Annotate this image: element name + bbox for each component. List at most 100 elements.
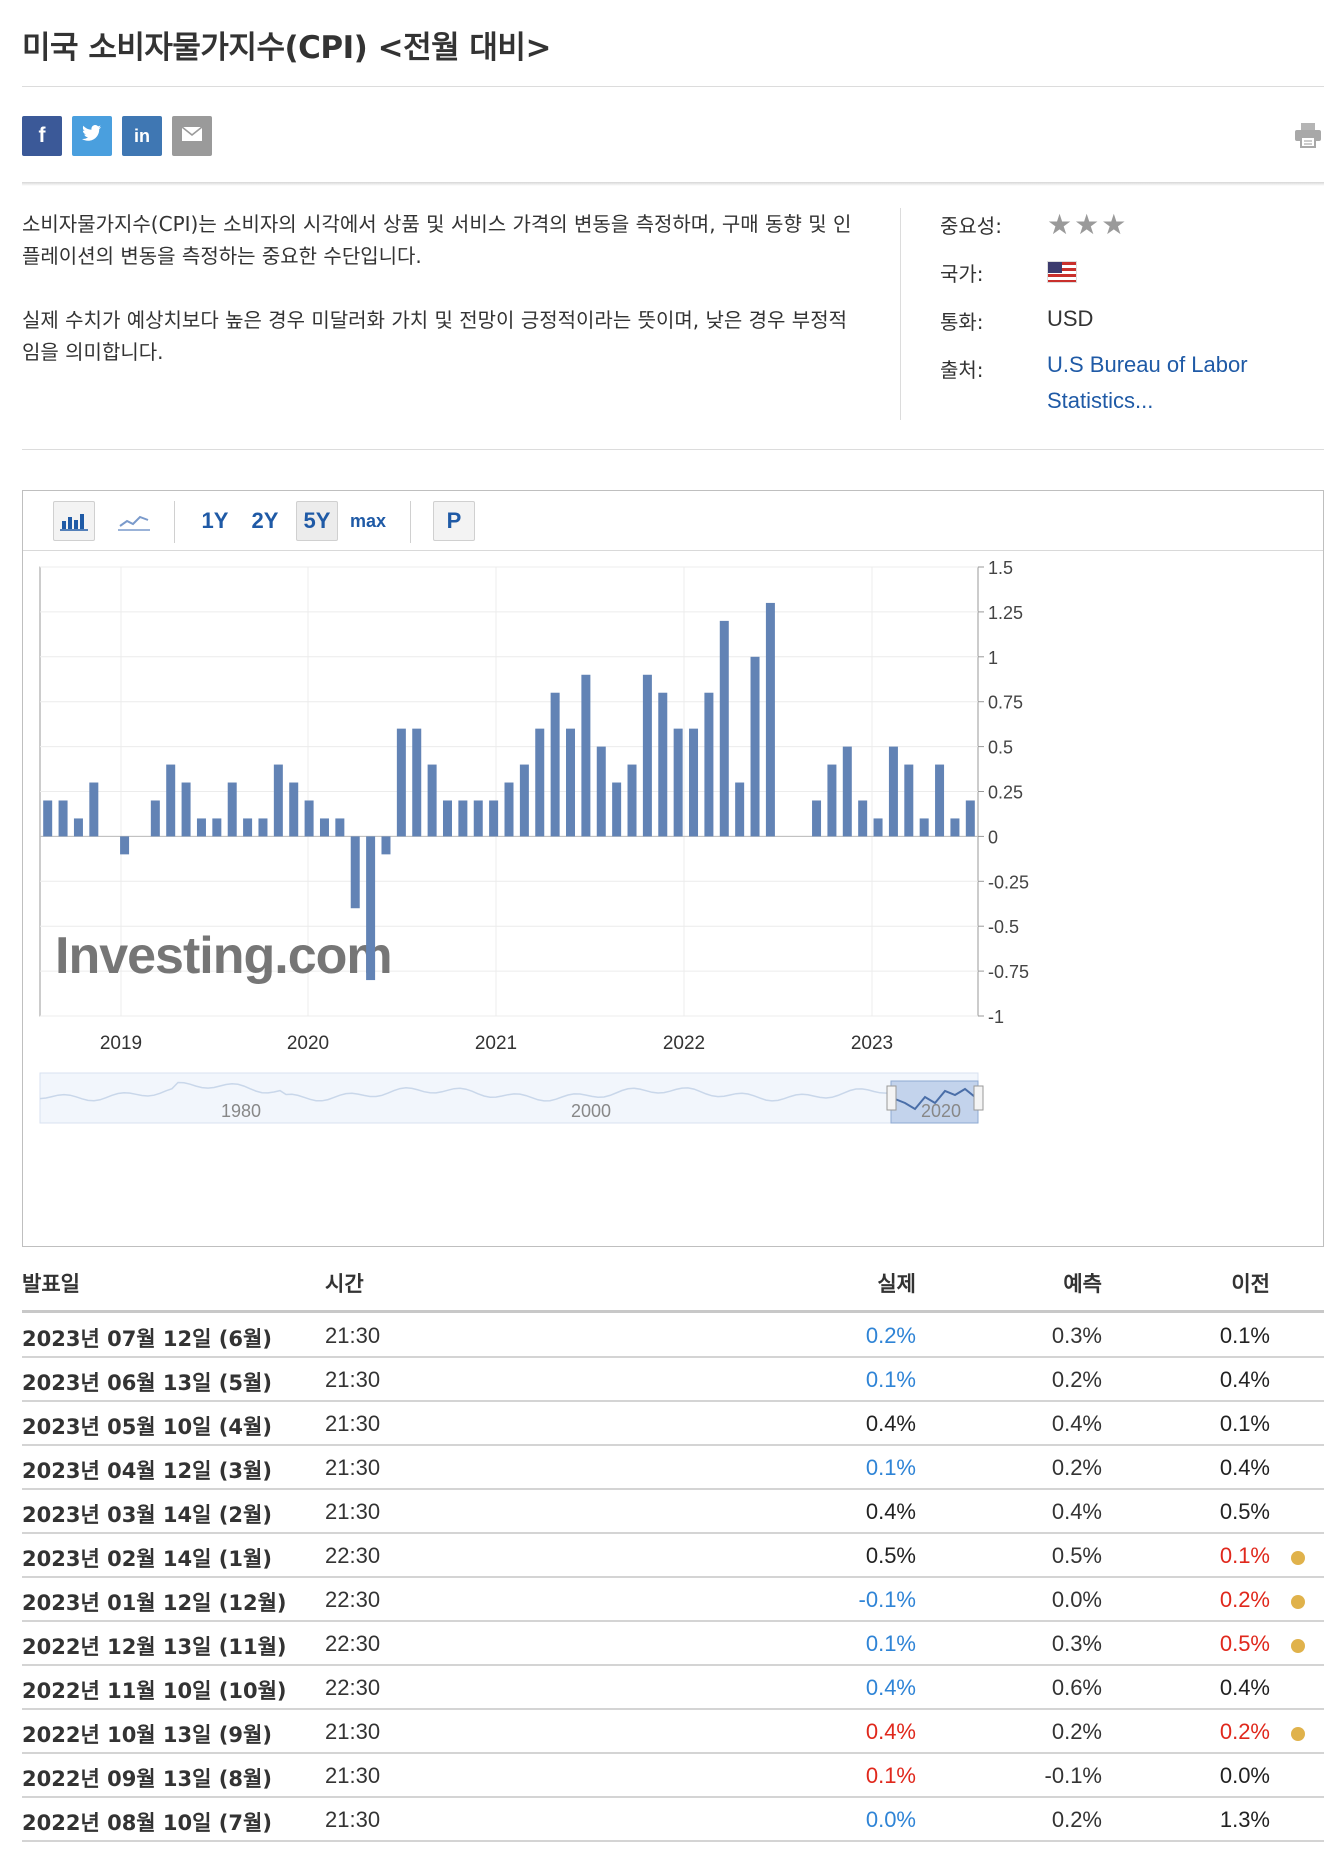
facebook-share-button[interactable]: f [22, 116, 62, 156]
row-date: 2022년 12월 13일 (11월) [22, 1635, 287, 1659]
email-share-button[interactable]: ✉ [172, 116, 212, 156]
row-time: 22:30 [325, 1631, 381, 1656]
data-bar [212, 818, 222, 837]
data-bar [842, 746, 852, 837]
toolbar-separator [410, 501, 411, 543]
data-bar [658, 692, 668, 837]
header-time: 시간 [325, 1272, 364, 1296]
row-previous: 0.5% [1219, 1631, 1270, 1656]
row-date: 2023년 03월 14일 (2월) [22, 1503, 272, 1527]
source-label: 출처: [940, 358, 984, 382]
investing-watermark: Investing.com [55, 927, 392, 985]
table-row: 2023년 06월 13일 (5월) 21:30 0.1% 0.2% 0.4% [22, 1358, 1324, 1402]
country-flag [1047, 261, 1077, 289]
header-divider [22, 1310, 1324, 1313]
twitter-share-button[interactable]: t [72, 116, 112, 156]
row-previous: 0.1% [1219, 1323, 1270, 1348]
table-row: 2022년 12월 13일 (11월) 22:30 0.1% 0.3% 0.5% [22, 1622, 1324, 1666]
data-bar [627, 764, 637, 837]
importance-stars: ★★★ [1047, 208, 1128, 241]
row-forecast: 0.4% [1051, 1499, 1102, 1524]
row-forecast: 0.6% [1051, 1675, 1102, 1700]
table-row: 2022년 08월 10일 (7월) 21:30 0.0% 0.2% 1.3% [22, 1798, 1324, 1842]
revision-dot-icon[interactable] [1291, 1595, 1305, 1609]
data-bar [919, 818, 929, 837]
data-bar [366, 836, 376, 981]
data-bar [196, 818, 206, 837]
data-bar [150, 800, 160, 837]
data-bar [473, 800, 483, 837]
chart-toolbar: 1Y 2Y 5Y max P [23, 491, 1323, 551]
row-actual: 0.1% [865, 1631, 916, 1656]
navigator-right-handle [973, 1085, 984, 1111]
y-tick-label: 0 [988, 827, 998, 847]
table-row: 2022년 11월 10일 (10월) 22:30 0.4% 0.6% 0.4% [22, 1666, 1324, 1710]
y-tick-label: 1 [988, 648, 998, 668]
data-bar [566, 728, 576, 837]
print-icon[interactable] [1293, 120, 1323, 150]
row-date: 2023년 07월 12일 (6월) [22, 1327, 272, 1351]
data-bar [519, 764, 529, 837]
data-bar [58, 800, 68, 837]
header-date: 발표일 [22, 1272, 80, 1296]
row-previous: 0.4% [1219, 1455, 1270, 1480]
row-time: 21:30 [325, 1367, 381, 1392]
data-bar [612, 782, 622, 837]
header-previous: 이전 [1231, 1272, 1270, 1296]
range-2y-button[interactable]: 2Y [251, 508, 279, 533]
currency-label: 통화: [940, 310, 984, 334]
data-bar [273, 764, 283, 837]
data-bar [827, 764, 837, 837]
twitter-icon: t [82, 124, 102, 148]
row-forecast: -0.1% [1044, 1763, 1102, 1788]
row-date: 2023년 06월 13일 (5월) [22, 1371, 272, 1395]
row-previous: 0.5% [1219, 1499, 1270, 1524]
table-row: 2022년 10월 13일 (9월) 21:30 0.4% 0.2% 0.2% [22, 1710, 1324, 1754]
row-time: 22:30 [325, 1543, 381, 1568]
data-bar [596, 746, 606, 837]
revision-dot-icon[interactable] [1291, 1551, 1305, 1565]
row-actual: 0.4% [865, 1719, 916, 1744]
range-5y-button[interactable]: 5Y [296, 501, 338, 541]
row-forecast: 0.4% [1051, 1411, 1102, 1436]
importance-label: 중요성: [940, 214, 1002, 238]
data-bar [550, 692, 560, 837]
range-max-button[interactable]: max [349, 510, 387, 531]
range-1y-button[interactable]: 1Y [201, 508, 229, 533]
row-previous: 0.1% [1219, 1411, 1270, 1436]
row-actual: 0.5% [865, 1543, 916, 1568]
cpi-bar-chart: 1.5 1.25 1 0.75 0.5 0.25 0 -0.25 -0.5 -0.75 -1 2019… [39, 558, 1029, 1124]
section-divider [22, 449, 1324, 450]
meta-divider [900, 208, 901, 420]
p-button[interactable]: P [433, 501, 475, 541]
data-bar [258, 818, 268, 837]
table-row: 2023년 03월 14일 (2월) 21:30 0.4% 0.4% 0.5% [22, 1490, 1324, 1534]
row-forecast: 0.0% [1051, 1587, 1102, 1612]
data-bar [904, 764, 914, 837]
row-actual: 0.1% [865, 1763, 916, 1788]
linkedin-icon: in [134, 125, 150, 146]
row-date: 2022년 11월 10일 (10월) [22, 1679, 287, 1703]
revision-dot-icon[interactable] [1291, 1639, 1305, 1653]
line-chart-toggle[interactable] [113, 501, 155, 541]
y-tick-label: 0.25 [988, 783, 1023, 803]
country-label: 국가: [940, 262, 984, 286]
data-bar [689, 728, 699, 837]
bar-chart-toggle[interactable] [53, 501, 95, 541]
row-previous: 0.1% [1219, 1543, 1270, 1568]
row-forecast: 0.5% [1051, 1543, 1102, 1568]
row-date: 2023년 02월 14일 (1월) [22, 1547, 272, 1571]
envelope-icon: ✉ [181, 124, 203, 148]
revision-dot-icon[interactable] [1291, 1727, 1305, 1741]
title-divider [22, 86, 1324, 87]
data-bar [319, 818, 329, 837]
row-date: 2023년 05월 10일 (4월) [22, 1415, 272, 1439]
navigator-line [39, 1081, 977, 1102]
row-date: 2023년 04월 12일 (3월) [22, 1459, 272, 1483]
table-row: 2022년 09월 13일 (8월) 21:30 0.1% -0.1% 0.0% [22, 1754, 1324, 1798]
row-previous: 0.0% [1219, 1763, 1270, 1788]
source-link[interactable]: U.S Bureau of Labor Statistics... [1047, 352, 1248, 413]
data-bar [89, 782, 99, 837]
linkedin-share-button[interactable]: in [122, 116, 162, 156]
navigator-selection-line [894, 1087, 976, 1111]
